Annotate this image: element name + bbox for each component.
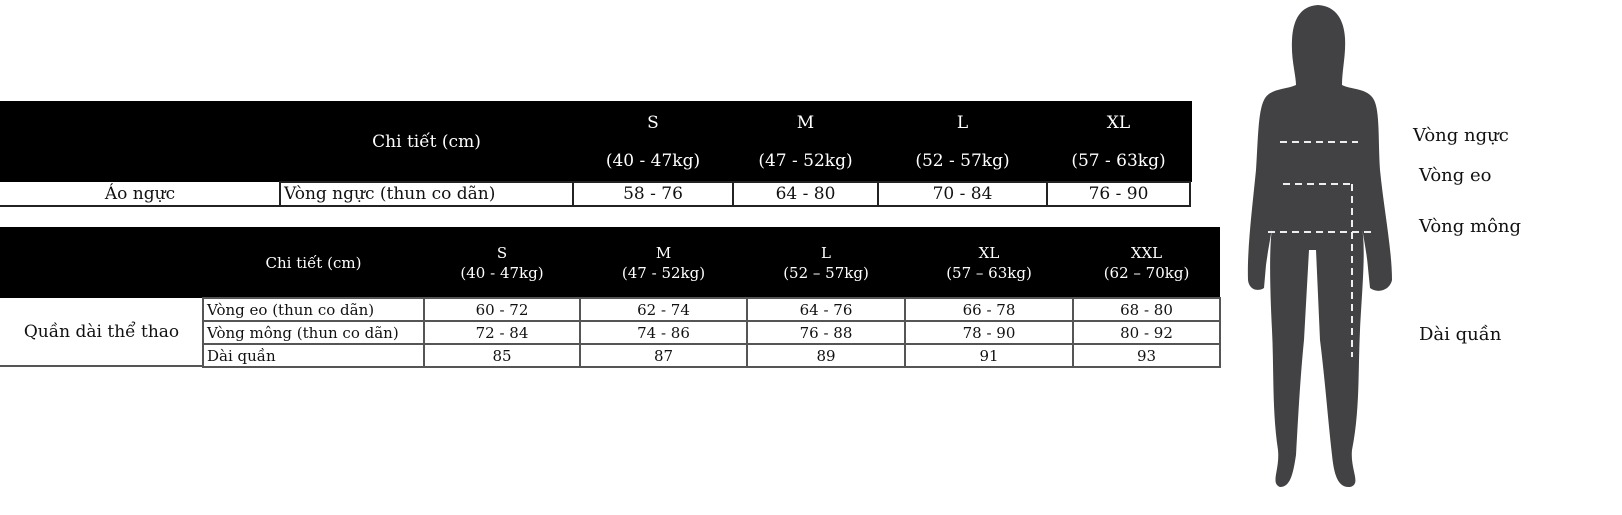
label-chest: Vòng ngực xyxy=(1413,125,1509,146)
size-label: XL xyxy=(978,243,1000,262)
table-cell: 89 xyxy=(746,343,906,368)
size-label: XL xyxy=(1106,112,1131,133)
weight-label: (57 – 63kg) xyxy=(946,263,1032,282)
body-silhouette xyxy=(1247,5,1392,488)
header-detail-label: Chi tiết (cm) xyxy=(265,253,362,272)
table-header xyxy=(0,101,1192,182)
table-cell: 76 - 88 xyxy=(746,320,906,345)
header-detail: Chi tiết (cm) xyxy=(203,227,424,298)
label-waist: Vòng eo xyxy=(1419,165,1492,186)
header-size-xl: XL (57 - 63kg) xyxy=(1047,101,1190,182)
header-size-s: S (40 - 47kg) xyxy=(573,101,733,182)
weight-label: (57 - 63kg) xyxy=(1071,150,1166,171)
category-cell: Quần dài thể thao xyxy=(0,298,203,367)
size-label: L xyxy=(956,112,969,133)
size-label: M xyxy=(655,243,672,262)
table-cell: 64 - 76 xyxy=(746,297,906,322)
category-cell: Áo ngực xyxy=(0,182,280,207)
weight-label: (40 - 47kg) xyxy=(605,150,701,171)
table-cell: 80 - 92 xyxy=(1072,320,1221,345)
table-cell: 58 - 76 xyxy=(572,181,734,207)
table-cell: 60 - 72 xyxy=(423,297,581,322)
table-cell: 76 - 90 xyxy=(1046,181,1191,207)
header-detail: Chi tiết (cm) xyxy=(280,101,573,182)
table-cell: 72 - 84 xyxy=(423,320,581,345)
header-size-s: S (40 - 47kg) xyxy=(424,227,580,298)
weight-label: (52 - 57kg) xyxy=(915,150,1010,171)
weight-label: (47 - 52kg) xyxy=(758,150,853,171)
category-label: Áo ngực xyxy=(104,183,176,204)
size-label: M xyxy=(796,112,815,133)
category-label: Quần dài thể thao xyxy=(23,321,180,342)
header-size-xl: XL (57 – 63kg) xyxy=(905,227,1073,298)
header-size-m: M (47 - 52kg) xyxy=(580,227,747,298)
table-cell: 62 - 74 xyxy=(579,297,748,322)
table-row-detail: Vòng ngực (thun co dãn) xyxy=(279,181,574,207)
silhouette-shape xyxy=(1247,5,1392,488)
table-cell: 78 - 90 xyxy=(904,320,1074,345)
table-cell: 91 xyxy=(904,343,1074,368)
label-length: Dài quần xyxy=(1419,324,1502,345)
header-size-m: M (47 - 52kg) xyxy=(733,101,878,182)
size-label: S xyxy=(647,112,659,133)
size-label: XXL xyxy=(1130,243,1163,262)
row-detail: Vòng eo (thun co dãn) xyxy=(202,297,425,322)
size-label: S xyxy=(496,243,508,262)
header-size-l: L (52 - 57kg) xyxy=(878,101,1047,182)
weight-label: (47 - 52kg) xyxy=(621,263,706,282)
weight-label: (40 - 47kg) xyxy=(460,263,544,282)
row-detail: Dài quần xyxy=(202,343,425,368)
table-cell: 66 - 78 xyxy=(904,297,1074,322)
table-cell: 68 - 80 xyxy=(1072,297,1221,322)
header-size-xxl: XXL (62 – 70kg) xyxy=(1073,227,1220,298)
weight-label: (62 – 70kg) xyxy=(1103,263,1190,282)
row-detail: Vòng mông (thun co dãn) xyxy=(202,320,425,345)
label-hip: Vòng mông xyxy=(1419,216,1522,237)
table-header xyxy=(0,227,1220,298)
table-cell: 93 xyxy=(1072,343,1221,368)
table-cell: 74 - 86 xyxy=(579,320,748,345)
weight-label: (52 – 57kg) xyxy=(783,263,869,282)
table-cell: 70 - 84 xyxy=(877,181,1048,207)
header-size-l: L (52 – 57kg) xyxy=(747,227,905,298)
table-cell: 85 xyxy=(423,343,581,368)
size-label: L xyxy=(821,243,831,262)
header-detail-label: Chi tiết (cm) xyxy=(372,131,481,152)
table-cell: 87 xyxy=(579,343,748,368)
table-cell: 64 - 80 xyxy=(732,181,879,207)
